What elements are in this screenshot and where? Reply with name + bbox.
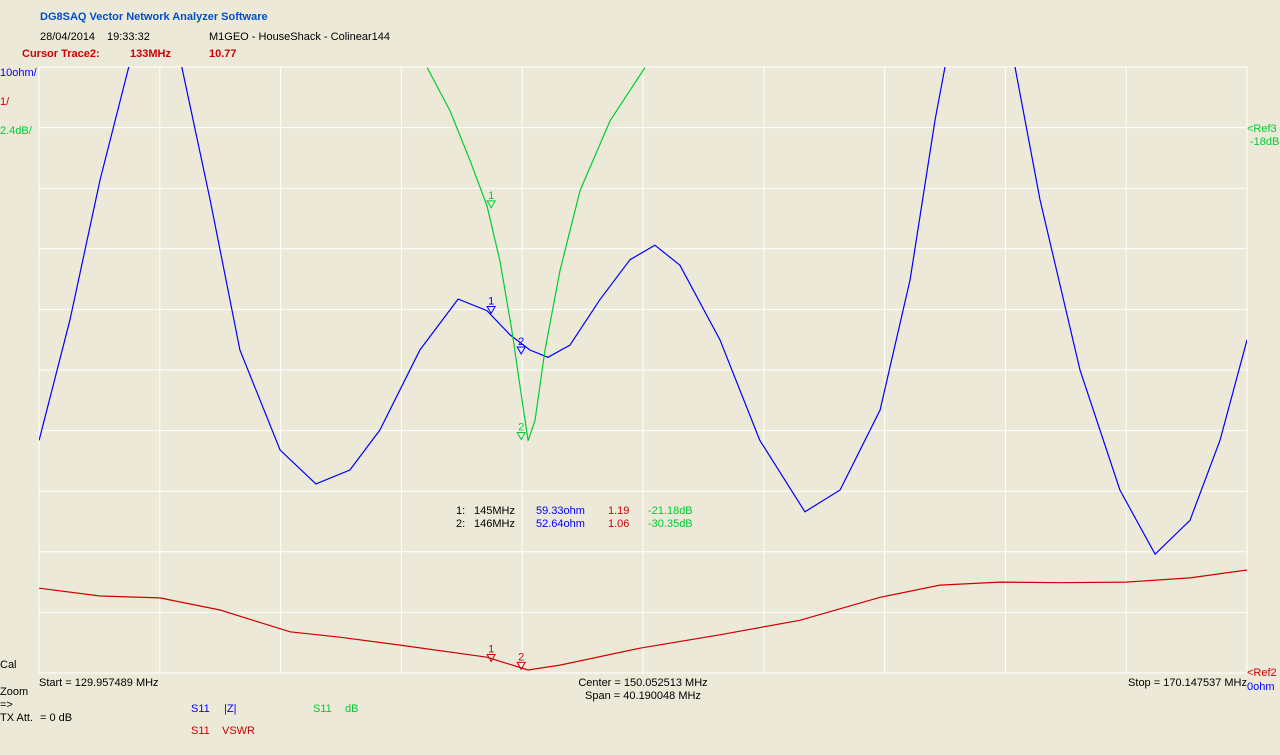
marker-value: 52.64ohm [536, 518, 585, 530]
marker-readout-label: 1: [456, 505, 465, 517]
legend-quantity: VSWR [222, 725, 255, 737]
marker-triangle [516, 346, 527, 356]
marker-name: 1 [488, 295, 494, 307]
grid [38, 66, 1248, 674]
legend-quantity: |Z| [224, 703, 236, 715]
ref-label: 0ohm [1247, 681, 1275, 693]
trace [39, 569, 1247, 671]
scale-label: 1/ [0, 96, 10, 108]
marker-name: 1 [488, 190, 494, 202]
cursor-value: 10.77 [209, 48, 237, 60]
legend-quantity: dB [345, 703, 358, 715]
scale-label: 2.4dB/ [0, 125, 33, 137]
marker-triangle [486, 653, 496, 663]
ref-label: <Ref2 [1247, 667, 1277, 679]
cursor-freq: 133MHz [130, 48, 171, 60]
marker-freq: 146MHz [474, 518, 515, 530]
marker-name: 1 [488, 643, 494, 655]
tx-att-value: = 0 dB [40, 712, 72, 724]
time: 19:33:32 [107, 31, 150, 43]
marker-readout-label: 2: [456, 518, 465, 530]
zoom: Zoom [0, 686, 28, 698]
legend-name: S11 [313, 703, 332, 715]
device: M1GEO - HouseShack - Colinear144 [209, 31, 390, 43]
date: 28/04/2014 [40, 31, 95, 43]
labels: DG8SAQ Vector Network Analyzer Software 2… [0, 11, 1279, 737]
marker-freq: 145MHz [474, 505, 515, 517]
ref-label: <Ref3 [1247, 123, 1277, 135]
marker-value: -30.35dB [648, 518, 693, 530]
trace [426, 67, 646, 441]
marker-name: 2 [518, 651, 524, 663]
arrow: => [0, 699, 13, 711]
x-tick-label: Start = 129.957489 MHz [39, 677, 159, 689]
marker-triangle [486, 305, 496, 315]
marker-value: 1.19 [608, 505, 629, 517]
marker-name: 2 [518, 421, 524, 433]
marker-triangle [486, 200, 496, 209]
x-tick-label: Center = 150.052513 MHz [578, 677, 707, 689]
marker-value: 59.33ohm [536, 505, 585, 517]
marker-value: -21.18dB [648, 505, 693, 517]
ref-label: -18dB [1250, 136, 1279, 148]
cursor-label: Cursor Trace2: [22, 48, 100, 60]
trace [39, 67, 1247, 556]
marker-triangle [516, 431, 527, 441]
tx-att-label: TX Att. [0, 712, 33, 724]
app-title: DG8SAQ Vector Network Analyzer Software [40, 11, 268, 23]
marker-value: 1.06 [608, 518, 629, 530]
marker-name: 2 [518, 336, 524, 348]
legend-name: S11 [191, 725, 210, 737]
marker-triangle [516, 661, 527, 671]
scale-label: 10ohm/ [0, 67, 38, 79]
span-label: Span = 40.190048 MHz [585, 690, 701, 702]
x-tick-label: Stop = 170.147537 MHz [1128, 677, 1247, 689]
cal: Cal [0, 659, 17, 671]
legend-name: S11 [191, 703, 210, 715]
traces [39, 67, 1247, 671]
